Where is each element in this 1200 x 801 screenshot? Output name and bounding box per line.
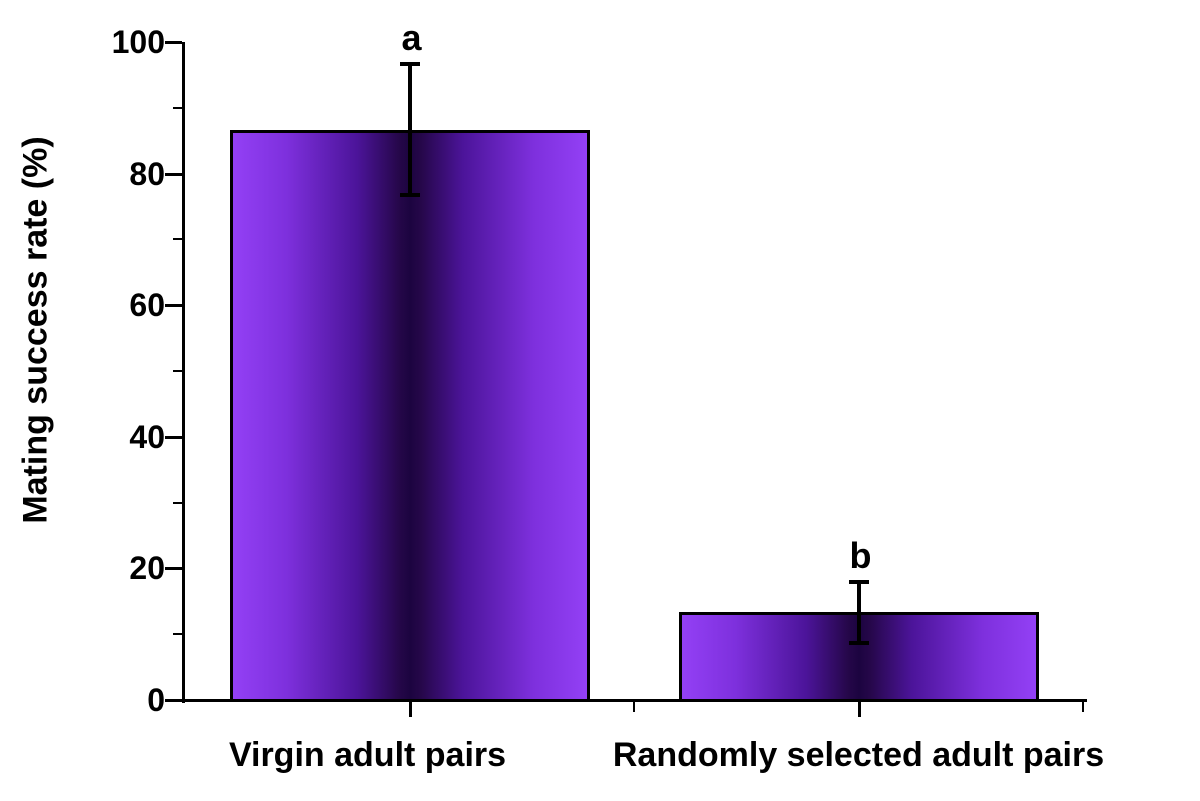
significance-letter: a [401, 17, 422, 59]
y-major-tick [165, 172, 182, 176]
error-bar-line [856, 582, 861, 643]
y-minor-tick [173, 370, 182, 372]
y-tick-label: 60 [129, 287, 165, 324]
x-axis-line [182, 699, 1087, 702]
significance-letter: b [849, 535, 872, 577]
y-minor-tick [173, 501, 182, 504]
category-label: Virgin adult pairs [228, 736, 507, 774]
y-tick-label: 100 [111, 24, 165, 60]
y-minor-tick [173, 633, 182, 636]
error-bar-cap [848, 580, 869, 585]
y-minor-tick [173, 238, 182, 241]
bar [229, 129, 590, 702]
x-major-tick [408, 702, 412, 717]
x-minor-tick [1082, 702, 1084, 712]
y-axis-line [182, 42, 185, 703]
y-major-tick [165, 567, 182, 571]
y-tick-label: 80 [129, 155, 165, 192]
category-label: Randomly selected adult pairs [612, 736, 1105, 774]
x-minor-tick [633, 702, 635, 712]
y-tick-label: 40 [129, 418, 165, 455]
y-tick-label: 20 [129, 550, 165, 587]
y-major-tick [165, 699, 182, 702]
error-bar-cap [399, 192, 420, 197]
y-tick-label: 0 [147, 682, 165, 718]
y-major-tick [165, 304, 182, 308]
error-bar-cap [399, 62, 420, 67]
y-major-tick [165, 41, 182, 44]
y-major-tick [165, 435, 182, 439]
error-bar-line [407, 64, 412, 195]
x-major-tick [857, 702, 861, 717]
error-bar-cap [848, 640, 869, 645]
y-minor-tick [173, 106, 182, 109]
